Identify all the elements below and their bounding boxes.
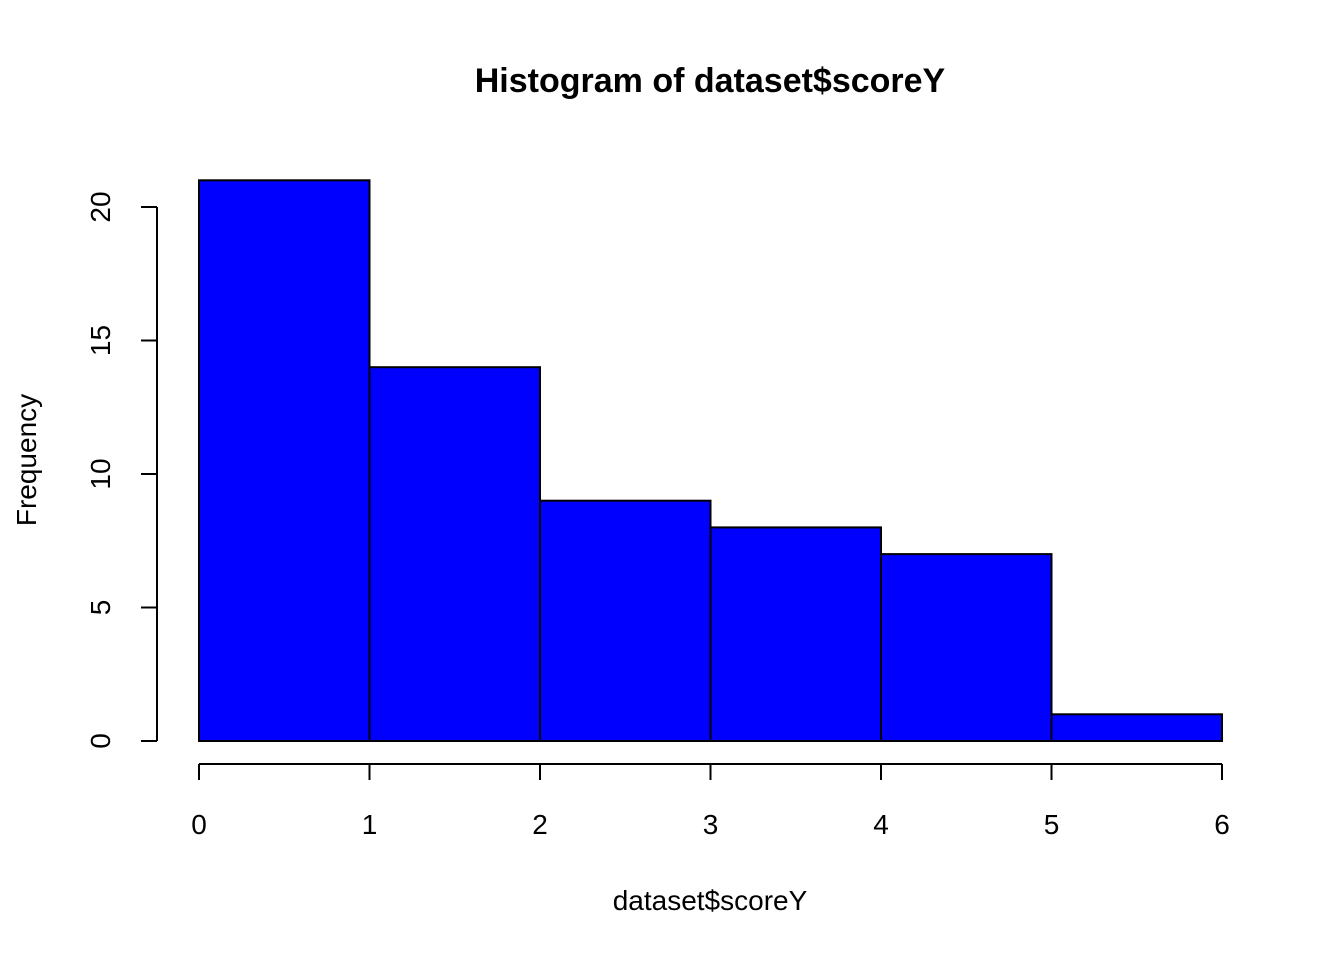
bars-group bbox=[199, 180, 1222, 741]
x-tick-label: 1 bbox=[362, 809, 378, 840]
y-tick-label: 10 bbox=[85, 458, 116, 489]
x-tick-label: 2 bbox=[532, 809, 548, 840]
y-tick-label: 0 bbox=[85, 733, 116, 749]
y-axis-label: Frequency bbox=[11, 394, 42, 526]
chart-title: Histogram of dataset$scoreY bbox=[475, 62, 946, 100]
x-tick-label: 4 bbox=[873, 809, 889, 840]
histogram-bar-3-4 bbox=[711, 527, 882, 741]
y-tick-label: 5 bbox=[85, 600, 116, 616]
y-tick-label: 20 bbox=[85, 191, 116, 222]
x-tick-label: 0 bbox=[191, 809, 207, 840]
x-axis: 0 1 2 3 4 5 6 bbox=[191, 764, 1230, 840]
histogram-bar-5-6 bbox=[1052, 714, 1223, 741]
histogram-bar-4-5 bbox=[881, 554, 1052, 741]
histogram-bar-2-3 bbox=[540, 501, 711, 741]
x-axis-label: dataset$scoreY bbox=[613, 885, 808, 916]
x-tick-label: 5 bbox=[1044, 809, 1060, 840]
y-axis: 0 5 10 15 20 bbox=[85, 191, 157, 748]
histogram-bar-1-2 bbox=[370, 367, 541, 741]
x-tick-label: 3 bbox=[703, 809, 719, 840]
histogram-bar-0-1 bbox=[199, 180, 370, 741]
x-tick-label: 6 bbox=[1214, 809, 1230, 840]
y-tick-label: 15 bbox=[85, 325, 116, 356]
